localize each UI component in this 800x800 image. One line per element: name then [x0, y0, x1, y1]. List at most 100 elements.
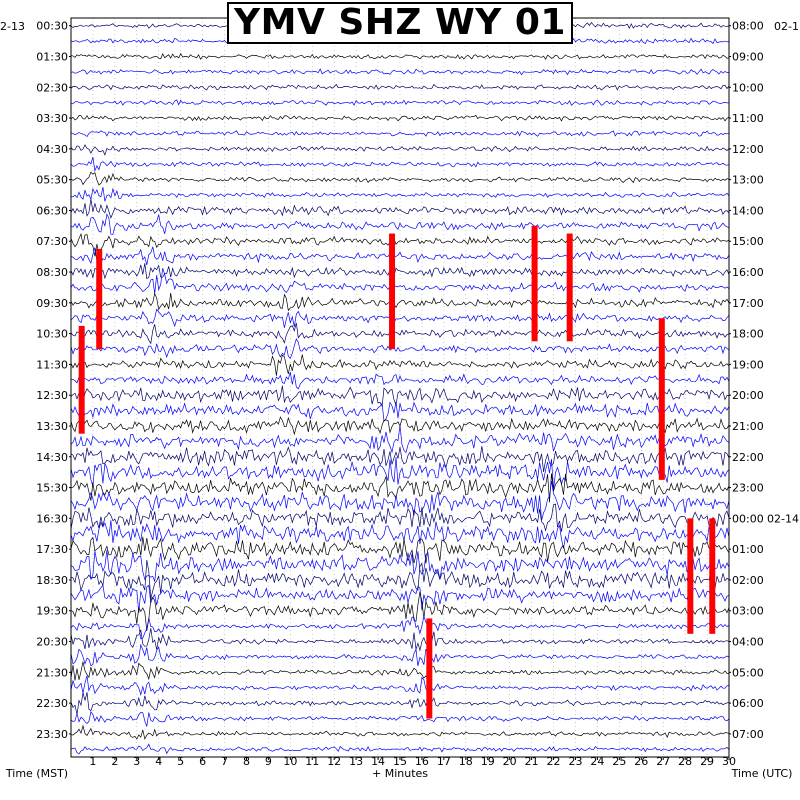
y-tick-label-left: 07:30 — [36, 235, 68, 248]
y-tick-label-left: 17:30 — [36, 543, 68, 556]
trace-line — [70, 591, 730, 632]
trace-line — [70, 268, 730, 294]
y-tick-label-left: 02:30 — [36, 81, 68, 94]
x-tick-label: 20 — [503, 755, 517, 768]
y-tick-label-left: 14:30 — [36, 451, 68, 464]
y-tick-label-right: 09:00 — [732, 50, 764, 63]
y-tick-label-right: 03:00 — [732, 605, 764, 618]
trace-line — [70, 661, 730, 682]
x-tick-label: 22 — [547, 755, 561, 768]
x-tick-label: 21 — [525, 755, 539, 768]
trace-line — [70, 743, 730, 755]
y-tick-label-right: 14:00 — [732, 204, 764, 217]
y-tick-label-right: 20:00 — [732, 389, 764, 402]
y-tick-label-left: 15:30 — [36, 482, 68, 495]
trace-line — [70, 99, 730, 106]
clip-marker — [96, 248, 103, 350]
y-tick-label-right: 23:00 — [732, 482, 764, 495]
x-tick-label: 11 — [305, 755, 319, 768]
trace-line — [70, 157, 730, 173]
y-tick-label-left: 11:30 — [36, 358, 68, 371]
clip-marker — [709, 518, 716, 634]
y-tick-label-left: 08:30 — [36, 266, 68, 279]
y-tick-label-right: 13:00 — [732, 174, 764, 187]
trace-line — [70, 560, 730, 599]
y-tick-label-right: 01:00 — [732, 543, 764, 556]
trace-line — [70, 425, 730, 454]
y-tick-label-left: 23:30 — [36, 728, 68, 741]
trace-line — [70, 456, 730, 490]
trace-line — [70, 308, 730, 328]
y-tick-label-right: 08:00 — [732, 20, 764, 33]
y-tick-label-right: 10:00 — [732, 81, 764, 94]
trace-line — [70, 536, 730, 564]
trace-line — [70, 692, 730, 715]
x-tick-label: 28 — [678, 755, 692, 768]
left-date-label: 2-13 — [0, 20, 25, 33]
x-tick-label: 12 — [327, 755, 341, 768]
y-tick-label-left: 03:30 — [36, 112, 68, 125]
trace-line — [70, 52, 730, 61]
trace-line — [70, 614, 730, 640]
x-tick-label: 8 — [243, 755, 250, 768]
trace-line — [70, 171, 730, 186]
x-tick-label: 29 — [700, 755, 714, 768]
y-tick-label-left: 04:30 — [36, 143, 68, 156]
y-tick-label-right: 18:00 — [732, 328, 764, 341]
trace-line — [70, 354, 730, 376]
x-tick-label: 27 — [656, 755, 670, 768]
chart-title: YMV SHZ WY 01 — [234, 2, 566, 43]
clip-marker — [531, 225, 538, 342]
y-tick-label-left: 21:30 — [36, 666, 68, 679]
y-tick-label-left: 22:30 — [36, 697, 68, 710]
trace-line — [70, 292, 730, 312]
trace-line — [70, 503, 730, 532]
clip-marker — [78, 325, 85, 434]
trace-line — [70, 724, 730, 740]
trace-line — [70, 322, 730, 345]
trace-line — [70, 550, 730, 582]
trace-line — [70, 232, 730, 257]
y-tick-label-right: 06:00 — [732, 697, 764, 710]
trace-line — [70, 643, 730, 667]
y-tick-label-right: 02:00 — [732, 574, 764, 587]
y-tick-label-right: 05:00 — [732, 666, 764, 679]
trace-line — [70, 246, 730, 266]
trace-line — [70, 371, 730, 390]
x-tick-label: 4 — [155, 755, 162, 768]
y-tick-label-right: 00:00 — [732, 512, 764, 525]
y-tick-label-right: 19:00 — [732, 358, 764, 371]
clip-marker — [687, 518, 694, 634]
trace-line — [70, 473, 730, 503]
right-axis-label: Time (UTC) — [731, 767, 793, 780]
clip-marker — [426, 618, 433, 719]
y-tick-label-right: 07:00 — [732, 728, 764, 741]
y-tick-label-left: 09:30 — [36, 297, 68, 310]
y-tick-label-left: 13:30 — [36, 420, 68, 433]
x-tick-label: 15 — [393, 755, 407, 768]
y-tick-label-right: 17:00 — [732, 297, 764, 310]
trace-line — [70, 213, 730, 235]
x-tick-label: 1 — [89, 755, 96, 768]
trace-line — [70, 446, 730, 472]
y-tick-label-right: 12:00 — [732, 143, 764, 156]
x-tick-label: 14 — [371, 755, 385, 768]
trace-line — [70, 187, 730, 202]
y-tick-label-left: 12:30 — [36, 389, 68, 402]
trace-line — [70, 584, 730, 613]
y-tick-label-right: 04:00 — [732, 636, 764, 649]
y-tick-label-left: 06:30 — [36, 204, 68, 217]
y-tick-label-right: 11:00 — [732, 112, 764, 125]
clip-marker — [658, 318, 665, 480]
trace-line — [70, 385, 729, 408]
x-tick-label: 7 — [221, 755, 228, 768]
title-box: YMV SHZ WY 01 — [227, 2, 573, 44]
y-tick-label-left: 19:30 — [36, 605, 68, 618]
x-tick-label: 16 — [415, 755, 429, 768]
y-tick-label-left: 05:30 — [36, 174, 68, 187]
x-tick-label: 13 — [349, 755, 363, 768]
y-tick-label-left: 10:30 — [36, 328, 68, 341]
y-tick-label-right: 15:00 — [732, 235, 764, 248]
y-tick-label-left: 01:30 — [36, 50, 68, 63]
